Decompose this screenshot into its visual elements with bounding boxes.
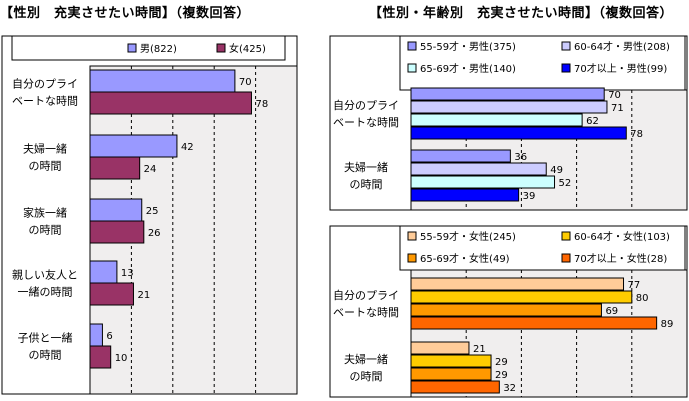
data-label-0-1-1: 24: [144, 164, 157, 175]
data-label-0-0-0: 70: [239, 77, 252, 88]
data-label-0-0-1: 78: [255, 99, 268, 110]
data-label-1-1-0: 36: [514, 152, 527, 163]
category-label-0-1: 夫婦一緒: [23, 142, 67, 156]
bar-1-0-2: [410, 113, 583, 127]
bar-2-1-0: [410, 341, 470, 355]
category-label-0-2: の時間: [29, 224, 62, 237]
bar-1-0-3: [410, 126, 627, 140]
legend-label-2-2: 65-69才・女性(49): [420, 252, 510, 265]
category-label-2-1: 夫婦一緒: [344, 352, 388, 366]
data-label-0-2-0: 25: [146, 206, 159, 217]
legend-label-0-1: 女(425): [229, 42, 266, 55]
data-label-1-0-1: 71: [611, 103, 624, 114]
data-label-2-0-2: 69: [605, 306, 618, 317]
right-chart-title: 【性別・年齢別 充実させたい時間】（複数回答）: [369, 6, 674, 21]
bar-1-1-1: [410, 162, 547, 176]
bar-1-1-3: [410, 188, 520, 202]
category-label-0-0: ベートな時間: [12, 95, 78, 108]
bar-2-0-2: [410, 303, 602, 317]
category-label-0-3: 親しい友人と: [12, 268, 78, 282]
legend-swatch-1-0: [407, 41, 417, 51]
legend-swatch-1-2: [407, 63, 417, 73]
legend-swatch-2-3: [561, 253, 571, 263]
legend-swatch-0-1: [216, 43, 226, 53]
legend-label-2-0: 55-59才・女性(245): [420, 230, 516, 243]
data-label-2-0-1: 80: [636, 293, 649, 304]
data-label-1-1-3: 39: [523, 191, 536, 202]
data-label-1-0-3: 78: [630, 129, 643, 140]
bar-0-2-1: [89, 220, 145, 244]
bar-0-4-0: [89, 323, 103, 347]
bar-2-1-3: [410, 380, 500, 394]
category-label-2-0: ベートな時間: [333, 306, 399, 319]
bar-1-0-1: [410, 100, 608, 114]
legend-label-1-1: 60-64才・男性(208): [574, 40, 670, 53]
data-label-1-0-2: 62: [586, 116, 599, 127]
data-label-2-0-0: 77: [628, 280, 641, 291]
bar-0-0-1: [89, 91, 252, 115]
chart-1-legend-box: [399, 35, 686, 91]
legend-swatch-1-3: [561, 63, 571, 73]
bar-0-3-1: [89, 282, 134, 306]
category-label-2-1: の時間: [350, 370, 383, 383]
legend-label-2-3: 70才以上・女性(28): [574, 252, 667, 265]
category-label-1-1: 夫婦一緒: [344, 160, 388, 174]
chart-2-legend-box: [399, 225, 686, 271]
category-label-0-0: 自分のプライ: [12, 78, 78, 91]
data-label-2-1-0: 21: [473, 344, 486, 355]
left-chart-title: 【性別 充実させたい時間】（複数回答）: [0, 6, 251, 21]
category-label-0-3: 一緒の時間: [18, 285, 73, 299]
bar-0-1-1: [89, 156, 141, 180]
data-label-2-1-1: 29: [495, 357, 508, 368]
chart-0-legend-box: [11, 35, 286, 61]
data-label-1-0-0: 70: [608, 90, 621, 101]
legend-label-2-1: 60-64才・女性(103): [574, 230, 670, 243]
data-label-0-3-1: 21: [137, 290, 150, 301]
data-label-2-1-3: 32: [503, 383, 516, 394]
category-label-0-2: 家族一緒: [23, 206, 67, 220]
legend-label-1-3: 70才以上・男性(99): [574, 62, 667, 75]
legend-label-1-2: 65-69才・男性(140): [420, 62, 516, 75]
data-label-0-4-0: 6: [106, 331, 112, 342]
category-label-0-4: 子供と一緒: [18, 331, 73, 345]
legend-label-0-0: 男(822): [140, 43, 177, 55]
data-label-0-4-1: 10: [115, 353, 128, 364]
legend-label-1-0: 55-59才・男性(375): [420, 40, 516, 53]
bar-1-0-0: [410, 87, 605, 101]
data-label-0-3-0: 13: [121, 268, 134, 279]
bar-0-3-0: [89, 260, 118, 284]
category-label-1-0: ベートな時間: [333, 116, 399, 129]
bar-2-1-2: [410, 367, 492, 381]
data-label-2-1-2: 29: [495, 370, 508, 381]
bar-0-4-1: [89, 345, 112, 369]
legend-swatch-2-0: [407, 231, 417, 241]
bar-1-1-2: [410, 175, 556, 189]
bar-0-0-0: [89, 69, 236, 93]
bar-2-0-0: [410, 277, 625, 291]
category-label-1-1: の時間: [350, 178, 383, 191]
bar-0-2-0: [89, 198, 143, 222]
data-label-1-1-2: 52: [559, 178, 572, 189]
legend-swatch-1-1: [561, 41, 571, 51]
bar-2-0-3: [410, 316, 658, 330]
data-label-1-1-1: 49: [550, 165, 563, 176]
bar-2-0-1: [410, 290, 633, 304]
category-label-0-4: の時間: [29, 349, 62, 362]
data-label-0-1-0: 42: [181, 142, 194, 153]
legend-swatch-0-0: [127, 43, 137, 53]
legend-swatch-2-1: [561, 231, 571, 241]
bar-2-1-1: [410, 354, 492, 368]
data-label-2-0-3: 89: [661, 319, 674, 330]
category-label-1-0: 自分のプライ: [333, 99, 399, 112]
bar-1-1-0: [410, 149, 511, 163]
category-label-0-1: の時間: [29, 160, 62, 173]
data-label-0-2-1: 26: [148, 228, 161, 239]
category-label-2-0: 自分のプライ: [333, 289, 399, 302]
bar-0-1-0: [89, 134, 178, 158]
legend-swatch-2-2: [407, 253, 417, 263]
